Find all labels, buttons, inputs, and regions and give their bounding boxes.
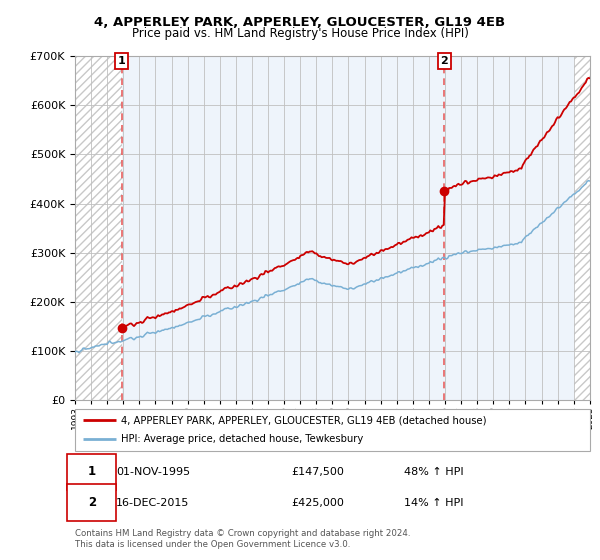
Text: £147,500: £147,500 <box>291 467 344 477</box>
FancyBboxPatch shape <box>67 454 116 490</box>
FancyBboxPatch shape <box>67 484 116 521</box>
Text: 1: 1 <box>88 465 96 478</box>
Text: 01-NOV-1995: 01-NOV-1995 <box>116 467 190 477</box>
Text: £425,000: £425,000 <box>291 498 344 507</box>
Bar <box>75 56 122 400</box>
Text: Price paid vs. HM Land Registry's House Price Index (HPI): Price paid vs. HM Land Registry's House … <box>131 27 469 40</box>
Bar <box>574 56 590 400</box>
Text: 2: 2 <box>88 496 96 509</box>
Text: 2: 2 <box>440 56 448 66</box>
Text: 1: 1 <box>118 56 125 66</box>
Text: 16-DEC-2015: 16-DEC-2015 <box>116 498 190 507</box>
Text: HPI: Average price, detached house, Tewkesbury: HPI: Average price, detached house, Tewk… <box>121 435 364 445</box>
Text: 4, APPERLEY PARK, APPERLEY, GLOUCESTER, GL19 4EB (detached house): 4, APPERLEY PARK, APPERLEY, GLOUCESTER, … <box>121 415 487 425</box>
Text: Contains HM Land Registry data © Crown copyright and database right 2024.
This d: Contains HM Land Registry data © Crown c… <box>75 529 410 549</box>
FancyBboxPatch shape <box>75 409 590 451</box>
Text: 4, APPERLEY PARK, APPERLEY, GLOUCESTER, GL19 4EB: 4, APPERLEY PARK, APPERLEY, GLOUCESTER, … <box>94 16 506 29</box>
Text: 48% ↑ HPI: 48% ↑ HPI <box>404 467 464 477</box>
Text: 14% ↑ HPI: 14% ↑ HPI <box>404 498 464 507</box>
